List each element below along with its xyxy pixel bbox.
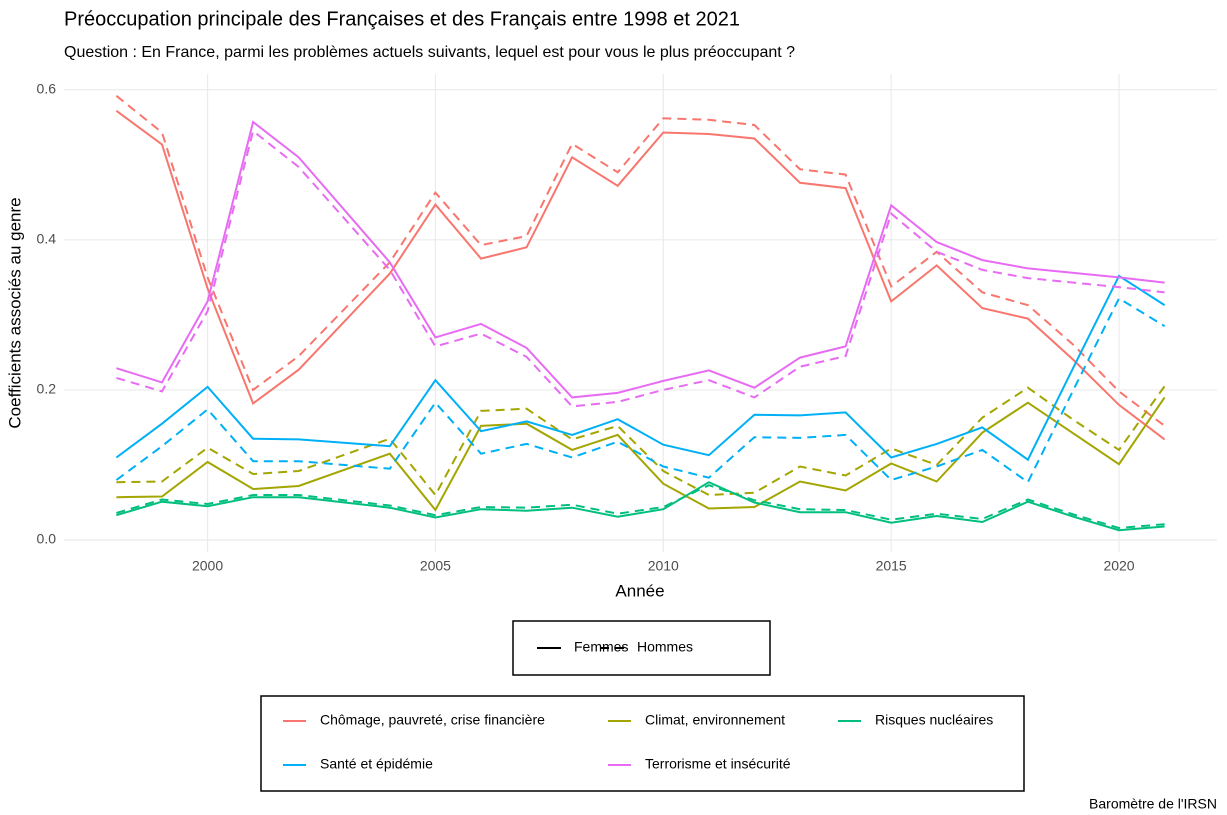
x-axis-label: Année (615, 581, 664, 600)
caption: Baromètre de l'IRSN (1089, 796, 1217, 812)
series-line (115, 296, 1166, 484)
x-tick-label: 2015 (876, 558, 907, 574)
series-line (116, 481, 1165, 532)
x-tick-label: 2020 (1103, 558, 1134, 574)
series-line (116, 385, 1166, 497)
series-line (116, 120, 1165, 399)
legend-label: Santé et épidémie (320, 756, 433, 772)
series-line (115, 109, 1166, 441)
x-tick-label: 2000 (192, 558, 223, 574)
series-line (116, 396, 1166, 512)
legend-label: Climat, environnement (645, 712, 785, 728)
series-line (115, 274, 1166, 462)
y-tick-label: 0.4 (37, 231, 57, 247)
y-tick-label: 0.6 (37, 80, 57, 96)
linetype-legend-box (512, 620, 771, 676)
legend-label: Chômage, pauvreté, crise financière (320, 712, 545, 728)
series-line (115, 95, 1166, 427)
legend-label: Hommes (637, 639, 693, 655)
x-tick-label: 2010 (648, 558, 679, 574)
y-axis-label: Coefficients associés au genre (5, 197, 24, 428)
y-tick-label: 0.2 (37, 381, 57, 397)
series-line (116, 129, 1165, 408)
x-tick-label: 2005 (420, 558, 451, 574)
legend-label: Risques nucléaires (875, 712, 993, 728)
legend-label: Femmes (574, 639, 628, 655)
color-legend-box (260, 695, 1025, 792)
legend-label: Terrorisme et insécurité (645, 756, 791, 772)
chart-subtitle: Question : En France, parmi les problème… (64, 44, 795, 61)
series-line (116, 484, 1165, 530)
chart-title: Préoccupation principale des Françaises … (64, 8, 740, 30)
y-tick-label: 0.0 (37, 531, 57, 547)
